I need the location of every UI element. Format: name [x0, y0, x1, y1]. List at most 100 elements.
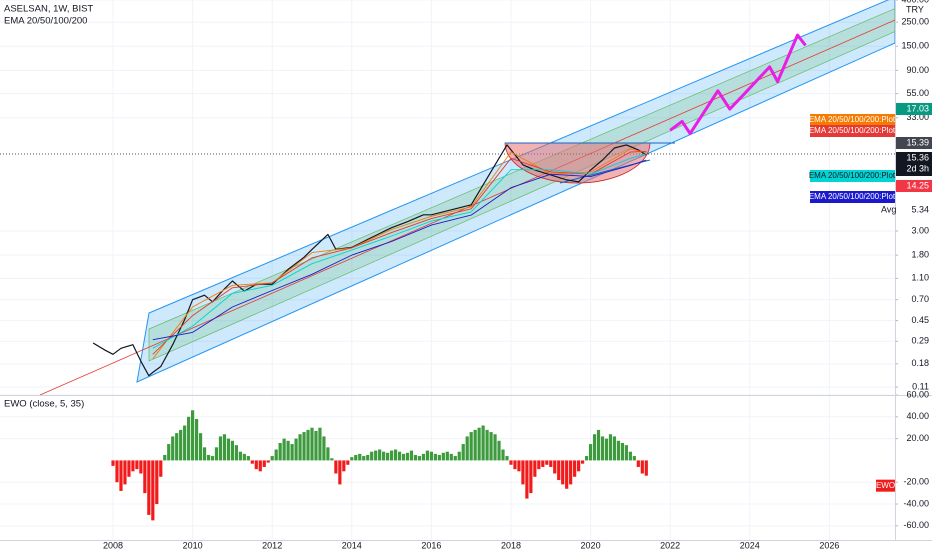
histogram-bar — [433, 453, 437, 461]
legend-label: EMA 20/50/100/200:Plot — [809, 115, 896, 124]
histogram-bar — [131, 460, 135, 472]
channel-band — [148, 7, 896, 362]
histogram-bar — [206, 454, 211, 461]
histogram-bar — [473, 429, 477, 461]
histogram-bar — [545, 460, 549, 465]
histogram-bar — [159, 460, 163, 477]
histogram-bar — [378, 449, 382, 461]
histogram-bar — [370, 451, 374, 461]
histogram-bar — [163, 454, 167, 461]
histogram-bar — [612, 436, 617, 461]
histogram-bar — [119, 460, 123, 491]
histogram-bar — [187, 416, 191, 461]
x-tick-label: 2012 — [262, 540, 282, 550]
histogram-bar — [350, 457, 354, 461]
histogram-bar — [183, 425, 187, 461]
histogram-bar — [175, 433, 179, 461]
histogram-bar — [318, 427, 322, 461]
histogram-bar — [382, 451, 386, 461]
histogram-bar — [620, 442, 625, 461]
histogram-bar — [521, 460, 525, 485]
legend-label: EMA 20/50/100/200:Plot — [809, 126, 896, 135]
histogram-bar — [342, 460, 346, 472]
histogram-bar — [628, 451, 632, 461]
histogram-bar — [254, 460, 258, 470]
y-tick-label: 20.00 — [906, 433, 929, 443]
histogram-bar — [155, 460, 159, 505]
histogram-bar — [266, 460, 270, 463]
indicator-title: EMA 20/50/100/200 — [4, 16, 87, 27]
histogram-bar — [557, 460, 561, 481]
histogram-bar — [135, 460, 139, 470]
y-tick-label: 1.80 — [911, 249, 929, 259]
histogram-bar — [505, 456, 509, 461]
histogram-bar — [250, 460, 254, 464]
histogram-bar — [302, 432, 306, 461]
histogram-bar — [561, 460, 565, 485]
x-tick-label: 2014 — [342, 540, 362, 550]
histogram-bar — [222, 434, 227, 461]
histogram-bar — [322, 436, 326, 461]
histogram-bar — [294, 438, 298, 461]
histogram-bar — [509, 460, 513, 465]
value-label-box — [876, 479, 895, 492]
histogram-bar — [362, 456, 366, 461]
histogram-bar — [246, 456, 250, 461]
price-label-box — [896, 180, 932, 192]
histogram-bar — [226, 438, 231, 461]
y-tick-label: 150.00 — [901, 41, 929, 51]
histogram-bar — [326, 447, 330, 461]
histogram-bar — [485, 429, 489, 461]
legend-box — [810, 125, 895, 137]
histogram-bar — [636, 460, 640, 467]
histogram-bar — [306, 429, 310, 461]
histogram-bar — [286, 440, 290, 461]
histogram-bar — [581, 460, 585, 464]
currency: TRY — [906, 4, 924, 14]
histogram-bar — [238, 451, 242, 461]
x-tick-label: 2008 — [103, 540, 123, 550]
histogram-bar — [314, 430, 318, 461]
histogram-bar — [234, 445, 238, 461]
x-tick-label: 2018 — [501, 540, 521, 550]
histogram-bar — [330, 458, 334, 461]
histogram-bar — [405, 452, 410, 461]
histogram-bar — [493, 434, 497, 461]
price-label-box — [896, 152, 932, 176]
histogram-bar — [214, 447, 219, 461]
grid — [0, 0, 898, 540]
histogram-bar — [437, 454, 441, 461]
histogram-bar — [577, 460, 581, 472]
x-tick-label: 2022 — [660, 540, 680, 550]
y-tick-label: 33.00 — [906, 112, 929, 122]
x-tick-label: 2026 — [819, 540, 839, 550]
histogram-bar — [366, 454, 370, 461]
price-label: 15.39 — [906, 137, 929, 147]
histogram-bar — [210, 456, 215, 461]
marks — [92, 33, 807, 521]
histogram-bar — [632, 456, 636, 461]
histogram-bar — [397, 451, 402, 461]
legend-box — [810, 114, 895, 126]
histogram-bar — [600, 436, 605, 461]
histogram-bar — [354, 454, 358, 461]
histogram-bar — [533, 460, 537, 477]
y-tick-label: 0.18 — [911, 358, 929, 368]
histogram-bar — [115, 460, 119, 483]
histogram-bar — [425, 450, 430, 461]
histogram-bar — [151, 460, 155, 521]
x-tick-label: 2024 — [740, 540, 760, 550]
y-tick-label: 0.70 — [911, 294, 929, 304]
indicator-title: EWO (close, 5, 35) — [4, 399, 84, 410]
histogram-bar — [338, 460, 342, 485]
y-tick-label: 55.00 — [906, 88, 929, 98]
histogram-bar — [143, 460, 147, 494]
series-line — [152, 153, 647, 349]
histogram-bar — [374, 450, 378, 461]
avg-tag: Avg — [881, 204, 896, 214]
histogram-bar — [270, 456, 274, 461]
histogram-bar — [123, 460, 127, 485]
histogram-bar — [230, 440, 235, 461]
